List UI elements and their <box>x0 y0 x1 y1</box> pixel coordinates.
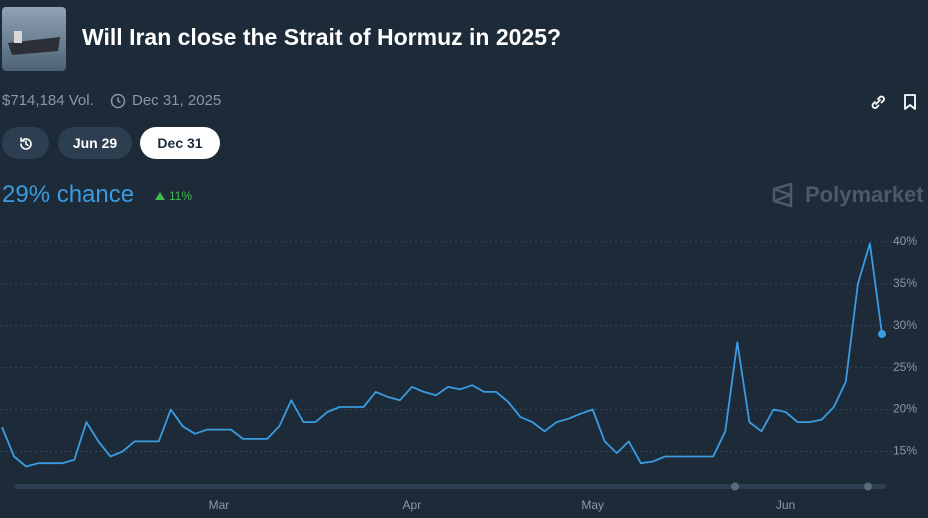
scrollbar-track <box>14 484 886 489</box>
y-tick-label: 30% <box>893 318 917 332</box>
range-button-active[interactable]: Dec 31 <box>140 127 220 159</box>
brand-logo <box>772 182 793 208</box>
scroll-handle[interactable] <box>864 482 872 491</box>
line <box>1 242 883 468</box>
x-tick-label: Mar <box>209 498 230 512</box>
market-thumbnail <box>2 7 66 71</box>
history-button[interactable] <box>2 127 49 159</box>
brand: Polymarket <box>805 182 924 207</box>
clock-icon <box>110 93 126 109</box>
history-icon <box>19 137 32 151</box>
end-point <box>878 330 886 339</box>
end-date: Dec 31, 2025 <box>132 92 222 109</box>
range-button[interactable]: Jun 29 <box>58 127 132 159</box>
bookmark-button[interactable] <box>902 93 918 111</box>
y-tick-label: 20% <box>893 402 917 416</box>
up-arrow <box>155 192 165 200</box>
y-tick-label: 25% <box>893 360 917 374</box>
scroll-handle[interactable] <box>731 482 739 491</box>
x-tick-label: May <box>581 498 604 512</box>
y-tick-label: 35% <box>893 276 917 290</box>
volume: $714,184 Vol. <box>2 92 94 109</box>
y-tick-label: 40% <box>893 234 917 248</box>
market-title: Will Iran close the Strait of Hormuz in … <box>82 24 562 50</box>
x-tick-label: Apr <box>403 498 422 512</box>
y-tick-label: 15% <box>893 444 917 458</box>
x-tick-label: Jun <box>776 498 795 512</box>
chance: 29% chance <box>2 181 135 208</box>
change: 11% <box>169 189 193 203</box>
link-button[interactable] <box>869 93 887 111</box>
